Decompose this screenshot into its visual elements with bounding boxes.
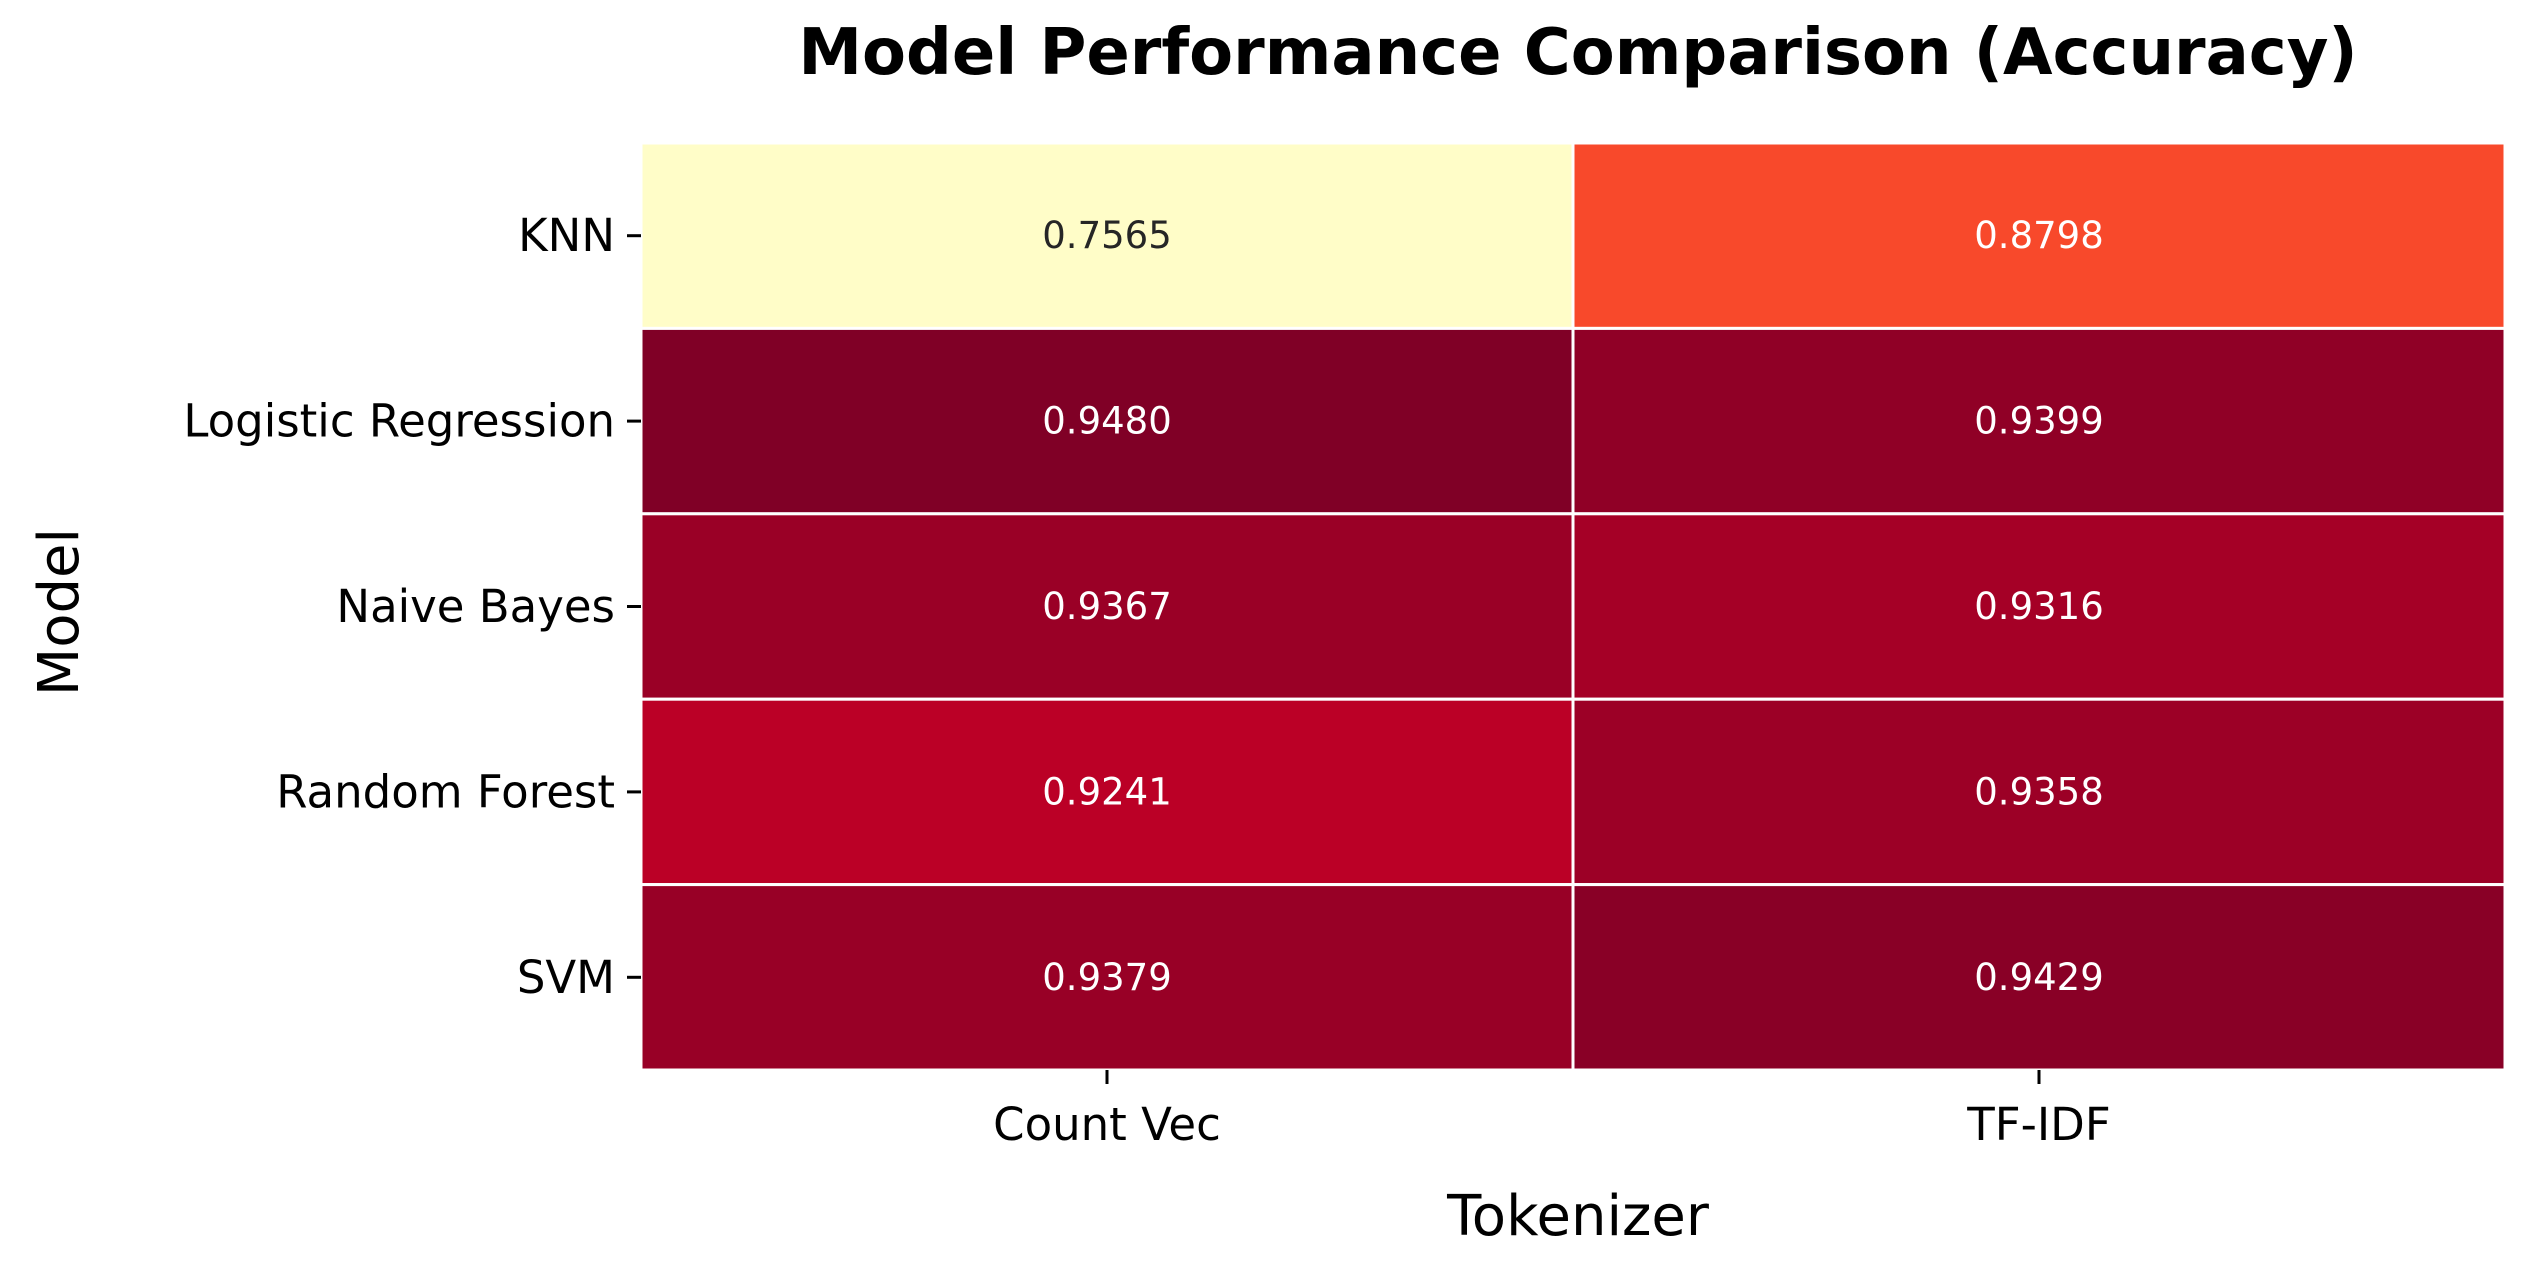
heatmap-cell-naive-bayes-tf-idf: [1571, 512, 2507, 701]
cell-value-label: 0.9429: [1974, 956, 2103, 999]
y-tick-label-knn: KNN: [518, 209, 615, 262]
cell-value-label: 0.7565: [1042, 214, 1171, 257]
cell-value-label: 0.9316: [1974, 585, 2103, 628]
cell-value-label: 0.9358: [1974, 770, 2103, 813]
heatmap-cell-svm-tf-idf: [1571, 883, 2507, 1072]
heatmap-cell-random-forest-tf-idf: [1571, 697, 2507, 887]
y-tick-label-random-forest: Random Forest: [276, 765, 615, 818]
y-tick-label-svm: SVM: [517, 951, 615, 1004]
cell-value-label: 0.9399: [1974, 400, 2103, 443]
cell-value-label: 0.9367: [1042, 585, 1171, 628]
heatmap-cell-logistic-regression-count-vec: [639, 326, 1575, 516]
x-axis-title: Tokenizer: [1446, 1184, 1710, 1249]
y-axis: KNN Logistic Regression Naive Bayes Random …: [183, 209, 641, 1004]
cell-value-label: 0.9480: [1042, 400, 1171, 443]
x-axis: Count Vec TF-IDF: [993, 1070, 2111, 1151]
x-tick-label-count-vec: Count Vec: [993, 1098, 1221, 1151]
y-tick-label-naive-bayes: Naive Bayes: [336, 580, 615, 633]
y-axis-title: Model: [27, 528, 92, 696]
heatmap-cells: [639, 141, 2507, 1072]
heatmap-cell-naive-bayes-count-vec: [639, 512, 1575, 701]
heatmap-cell-knn-tf-idf: [1571, 141, 2507, 330]
cell-value-label: 0.9241: [1042, 770, 1171, 813]
heatmap-cell-logistic-regression-tf-idf: [1571, 326, 2507, 516]
cell-value-label: 0.8798: [1974, 214, 2103, 257]
y-tick-label-logistic-regression: Logistic Regression: [183, 395, 615, 448]
heatmap-cell-labels: 0.7565 0.8798 0.9480 0.9399 0.9367 0.9316 0.92…: [1042, 214, 2103, 999]
chart-title: Model Performance Comparison (Accuracy): [798, 16, 2357, 90]
heatmap-cell-knn-count-vec: [639, 141, 1575, 330]
cell-value-label: 0.9379: [1042, 956, 1171, 999]
x-tick-label-tf-idf: TF-IDF: [1966, 1098, 2110, 1151]
